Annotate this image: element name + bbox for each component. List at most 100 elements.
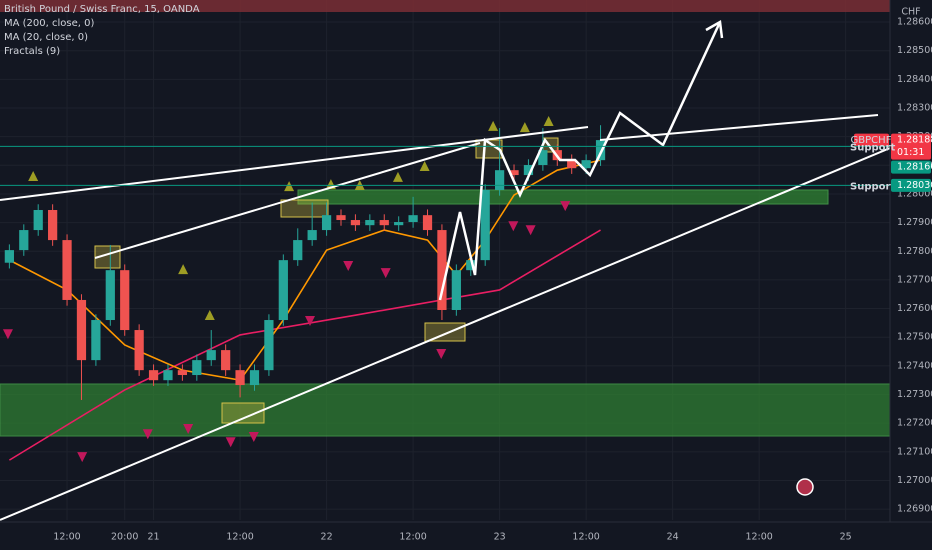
x-tick-label: 23 — [494, 532, 506, 543]
trendline — [94, 142, 481, 259]
x-tick-label: 12:00 — [53, 532, 80, 543]
candle-body — [466, 260, 476, 271]
candle-body — [293, 240, 303, 261]
candle-body — [307, 230, 317, 241]
symbol-badge — [854, 133, 889, 147]
candle-body — [91, 320, 101, 361]
candle-body — [494, 170, 505, 190]
countdown: 01:31 — [897, 147, 924, 158]
trendline — [0, 126, 589, 201]
price-badge — [891, 178, 931, 192]
candle-body — [523, 165, 534, 176]
price-badge-label: 1.28030 — [897, 180, 932, 191]
candle-body — [120, 270, 130, 331]
candle-body — [163, 370, 173, 381]
y-tick-label: 1.27900 — [897, 217, 932, 228]
candle-body — [451, 270, 461, 310]
time-axis — [0, 522, 932, 550]
candle-body — [379, 220, 389, 226]
candle-body — [221, 350, 231, 371]
x-tick-label: 12:00 — [572, 532, 599, 543]
candle-body — [177, 370, 188, 376]
highlight-box — [221, 402, 265, 424]
chart-title: British Pound / Swiss Franc, 15, OANDA — [4, 4, 200, 15]
candle-body — [33, 210, 43, 231]
candle-body — [235, 370, 245, 386]
candle-body — [581, 160, 591, 169]
fractal-down — [77, 452, 88, 463]
candle-body — [148, 370, 159, 381]
fractal-up — [178, 264, 189, 275]
fractal-up — [392, 171, 403, 182]
candle-body — [336, 215, 346, 221]
candle-body — [249, 370, 260, 386]
x-tick-label: 25 — [840, 532, 852, 543]
fractal-up — [28, 171, 39, 182]
symbol-label: GBPCHF — [851, 135, 892, 146]
candle-body — [48, 210, 58, 241]
y-tick-label: 1.26900 — [897, 504, 932, 515]
candle-body — [321, 215, 332, 231]
level-name: Support — [850, 181, 895, 192]
fractal-down — [305, 316, 316, 327]
candle-body — [4, 250, 14, 263]
level-name: Support — [850, 142, 895, 153]
y-tick-label: 1.27800 — [897, 246, 932, 257]
fractal-down — [225, 437, 236, 448]
candle-body — [422, 215, 433, 231]
fractal-down — [248, 432, 259, 443]
candle-body — [365, 220, 375, 226]
candle-body — [394, 222, 404, 226]
support-zone — [0, 383, 891, 437]
candle-body — [595, 140, 606, 161]
price-badges: GBPCHF1.2818801:31Support1.28166Support1… — [0, 133, 932, 192]
y-tick-label: 1.28400 — [897, 74, 932, 85]
y-tick-label: 1.27100 — [897, 446, 932, 457]
candle-body — [134, 330, 144, 371]
candle-body — [76, 299, 87, 361]
price-badge — [891, 160, 931, 174]
price-axis — [890, 0, 932, 550]
y-tick-label: 1.27200 — [897, 418, 932, 429]
y-tick-label: 1.27300 — [897, 389, 932, 400]
fractal-down — [380, 268, 391, 279]
candle-body — [206, 350, 216, 361]
y-tick-label: 1.27500 — [897, 332, 932, 343]
candle-body — [437, 230, 447, 310]
projection-path — [438, 21, 722, 301]
candle-body — [350, 220, 361, 226]
y-tick-label: 1.28000 — [897, 188, 932, 199]
trendline — [599, 114, 879, 141]
fractal-down — [183, 424, 194, 435]
fractal-up — [204, 310, 215, 321]
x-tick-label: 22 — [321, 532, 333, 543]
candle-body — [480, 189, 490, 261]
candle-body — [192, 360, 202, 376]
fractal-up — [488, 120, 499, 131]
drawings — [0, 0, 891, 437]
fractal-down — [525, 225, 536, 236]
fractal-up — [519, 122, 530, 133]
highlight-box — [280, 199, 329, 218]
candle-body — [408, 215, 418, 223]
price-badge — [891, 133, 931, 160]
y-tick-label: 1.27600 — [897, 303, 932, 314]
currency: CHF — [901, 7, 920, 18]
candle-body — [538, 150, 548, 166]
trendline — [0, 147, 891, 521]
candle-body — [509, 170, 519, 176]
plot — [2, 116, 606, 463]
candle-body — [62, 240, 72, 300]
arrow-head — [705, 19, 724, 39]
legend-entry: MA (20, close, 0) — [4, 32, 88, 43]
candle-body — [278, 260, 288, 321]
fractal-down — [560, 201, 571, 212]
y-tick-label: 1.28500 — [897, 45, 932, 56]
event-icon[interactable] — [796, 478, 814, 496]
x-tick-label: 12:00 — [399, 532, 426, 543]
ma-line — [8, 229, 601, 461]
legend-entry: Fractals (9) — [4, 46, 60, 57]
